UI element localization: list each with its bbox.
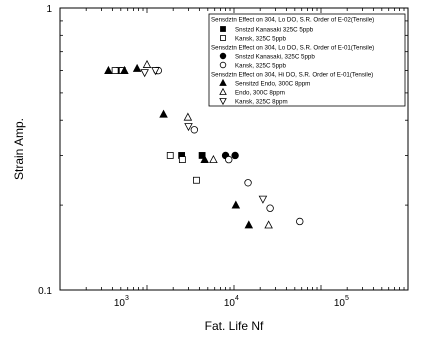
data-point [244, 179, 252, 187]
y-tick-label: 1 [46, 4, 52, 15]
legend-marker-symbol [219, 61, 227, 69]
data-point [132, 63, 142, 72]
legend: Sensdztn Effect on 304, Lo DO, S.R. Orde… [208, 13, 406, 107]
data-point [225, 155, 233, 164]
svg-text:4: 4 [235, 295, 239, 302]
data-point [184, 123, 193, 132]
data-point [190, 126, 199, 134]
data-point [200, 154, 209, 164]
minor-ticks [60, 8, 408, 290]
svg-text:10: 10 [334, 298, 346, 309]
svg-text:10: 10 [114, 298, 126, 309]
legend-marker-symbol [219, 87, 227, 95]
y-axis-label: Strain Amp. [12, 118, 26, 180]
legend-marker-symbol [220, 35, 226, 41]
data-point [193, 176, 200, 184]
x-axis-label: Fat. Life Nf [205, 319, 264, 333]
legend-marker-symbol [219, 78, 227, 86]
svg-text:10: 10 [224, 298, 236, 309]
x-tick-label: 10 4 [224, 295, 239, 309]
legend-entry-label: Kansk, 325C 8ppm [235, 99, 288, 106]
data-point [231, 200, 241, 209]
data-point [264, 220, 273, 229]
legend-box [208, 13, 406, 107]
legend-marker [219, 52, 227, 60]
data-point [178, 156, 186, 164]
legend-entry-label: Kansk, 325C 5ppb [235, 63, 286, 70]
legend-marker [219, 61, 227, 69]
data-point [159, 109, 168, 118]
major-ticks [59, 7, 408, 291]
data-point [183, 112, 193, 121]
data-point [151, 67, 160, 76]
legend-group-title: Sensdztn Effect on 304, Hi DO, S.R. Orde… [211, 72, 373, 79]
data-point [140, 69, 149, 78]
data-point [231, 151, 239, 160]
legend-marker-symbol [219, 52, 227, 60]
data-point [266, 204, 274, 212]
legend-group-title: Sensdztn Effect on 304, Lo DO, S.R. Orde… [211, 45, 374, 52]
x-tick-label: 10 3 [114, 295, 129, 309]
legend-entry-label: Sensitzd Endo, 300C 8ppm [235, 81, 310, 88]
legend-marker-symbol [219, 98, 227, 106]
legend-entry-label: Snstzd Kanasaki, 325C 5ppb [235, 54, 315, 61]
data-point [111, 67, 119, 74]
svg-text:5: 5 [345, 295, 349, 302]
data-point [244, 220, 254, 229]
legend-marker-symbol [220, 26, 226, 32]
svg-text:3: 3 [125, 295, 129, 302]
legend-marker [219, 98, 227, 106]
data-points [104, 59, 304, 229]
legend-entry-label: Snstzd Kanasaki 325C 5ppb [235, 27, 314, 34]
legend-marker [220, 35, 226, 41]
data-point [166, 152, 174, 159]
legend-marker [219, 87, 227, 95]
data-point [142, 59, 152, 68]
y-tick-label: 0.1 [38, 286, 52, 297]
data-point [296, 217, 304, 226]
legend-group-title: Sensdztn Effect on 304, Lo DO, S.R. Orde… [211, 17, 374, 24]
data-point [120, 65, 129, 74]
x-tick-label: 10 5 [334, 295, 349, 309]
legend-entry-label: Kansk, 325C 5ppb [235, 36, 286, 43]
legend-marker [219, 78, 227, 86]
data-point [209, 154, 218, 164]
data-point [198, 152, 206, 159]
legend-entry-label: Endo, 300C 8ppm [235, 90, 285, 97]
data-point [258, 195, 268, 204]
data-point [104, 65, 113, 74]
legend-marker [220, 26, 226, 32]
